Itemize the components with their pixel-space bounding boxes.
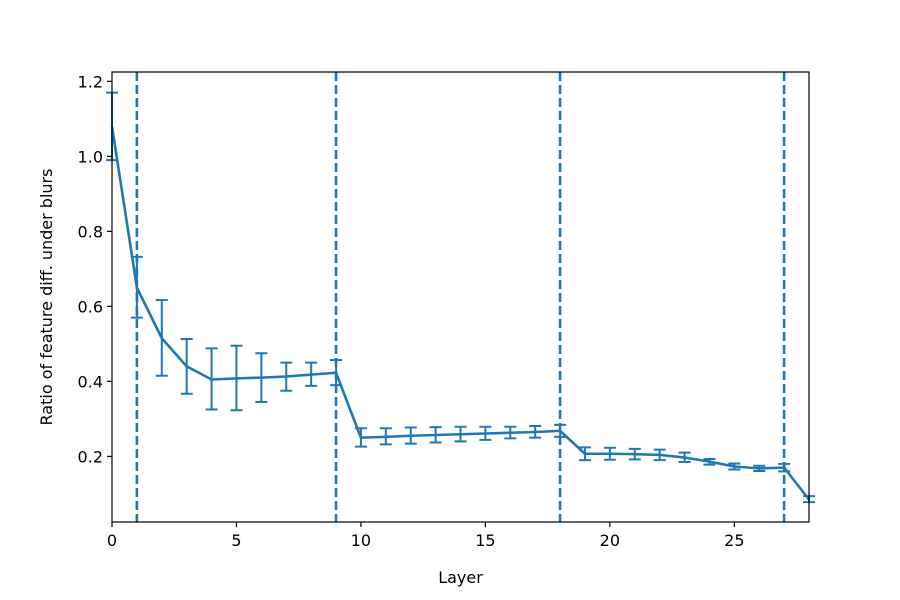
- y-tick-label: 0.4: [78, 372, 103, 391]
- x-tick-label: 0: [107, 531, 117, 550]
- y-axis-ticks: 0.2 0.4 0.6 0.8 1.0 1.2: [78, 72, 112, 466]
- y-tick-label: 0.2: [78, 447, 103, 466]
- error-bars: [106, 91, 815, 504]
- x-tick-label: 25: [724, 531, 744, 550]
- x-tick-label: 5: [231, 531, 241, 550]
- y-axis-label: Ratio of feature diff. under blurs: [37, 169, 56, 426]
- y-tick-label: 1.2: [78, 72, 103, 91]
- y-tick-label: 0.6: [78, 297, 103, 316]
- x-axis-ticks: 0 5 10 15 20 25: [107, 522, 745, 550]
- plot-frame: [111, 71, 810, 523]
- series-line: [110, 126, 811, 501]
- x-tick-label: 15: [475, 531, 495, 550]
- stage-boundary-lines: [135, 72, 786, 522]
- series-line-group: [110, 126, 811, 501]
- x-tick-label: 10: [351, 531, 371, 550]
- x-tick-label: 20: [600, 531, 620, 550]
- x-axis-label: Layer: [438, 568, 483, 587]
- y-tick-label: 1.0: [78, 147, 103, 166]
- y-tick-label: 0.8: [78, 222, 103, 241]
